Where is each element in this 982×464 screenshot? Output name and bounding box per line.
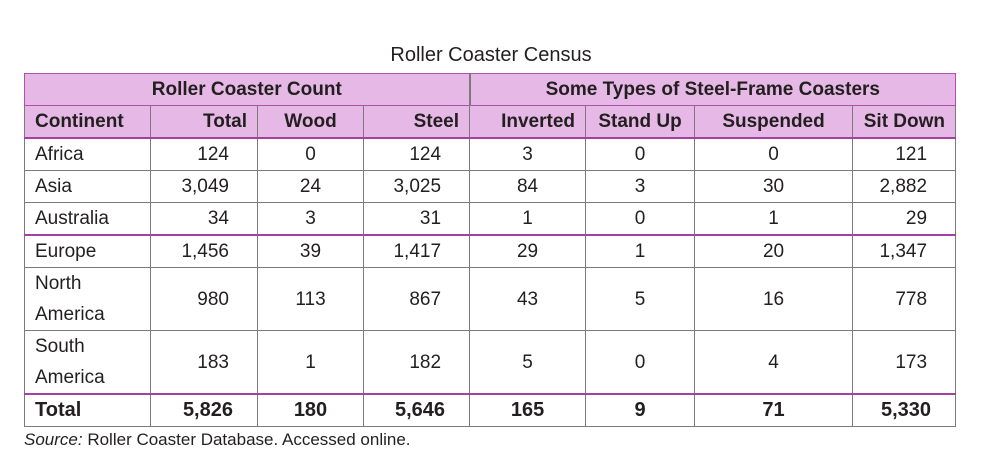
source-label: Source: — [24, 430, 83, 449]
table-cell: 16 — [694, 267, 854, 331]
group-header-row: Roller Coaster Count Some Types of Steel… — [23, 73, 957, 106]
group-header-steel-types: Some Types of Steel-Frame Coasters — [469, 73, 957, 106]
table-cell: 980 — [150, 267, 258, 331]
table-row: Europe 1,456 39 1,417 29 1 20 1,347 — [24, 234, 957, 268]
table-cell: 0 — [585, 137, 696, 171]
chart-title: Roller Coaster Census — [390, 44, 592, 66]
source-text: Roller Coaster Database. Accessed online… — [87, 430, 411, 449]
table-row: Asia 3,049 24 3,025 84 3 30 2,882 — [24, 170, 957, 203]
table-cell: 1 — [257, 330, 364, 395]
col-header-total: Total — [150, 105, 258, 139]
table-cell: Australia — [24, 202, 151, 236]
table-cell: South America — [24, 330, 151, 395]
table-cell: 20 — [694, 234, 854, 268]
total-cell: 5,826 — [150, 393, 258, 427]
col-header-suspended: Suspended — [694, 105, 854, 139]
table-cell: 31 — [362, 202, 471, 236]
table-cell: 1,417 — [362, 234, 471, 268]
table-cell: 183 — [150, 330, 258, 395]
table-cell: 39 — [257, 234, 364, 268]
table-cell: 3,025 — [362, 170, 471, 203]
table-row: North America 980 113 867 43 5 16 778 — [24, 267, 957, 331]
table-cell: 1 — [694, 202, 854, 236]
table-cell: 778 — [852, 267, 957, 331]
table-cell: 2,882 — [852, 170, 957, 203]
table-cell: Europe — [24, 234, 151, 268]
table-cell: 124 — [362, 137, 471, 171]
table-cell: 867 — [362, 267, 471, 331]
table-row: Africa 124 0 124 3 0 0 121 — [24, 137, 957, 171]
table-cell: 29 — [852, 202, 957, 236]
source-note: Source: Roller Coaster Database. Accesse… — [24, 430, 411, 450]
total-cell: Total — [24, 393, 151, 427]
table-cell: 0 — [585, 330, 696, 395]
census-table: Roller Coaster Count Some Types of Steel… — [23, 73, 957, 427]
table-cell: 30 — [694, 170, 854, 203]
table-cell: 0 — [257, 137, 364, 171]
table-cell: 1 — [469, 202, 587, 236]
table-cell: 84 — [469, 170, 587, 203]
total-cell: 5,330 — [852, 393, 957, 427]
table-row: Australia 34 3 31 1 0 1 29 — [24, 202, 957, 236]
col-header-stand-up: Stand Up — [585, 105, 696, 139]
table-cell: 124 — [150, 137, 258, 171]
total-cell: 180 — [257, 393, 364, 427]
total-cell: 71 — [694, 393, 854, 427]
col-header-sit-down: Sit Down — [852, 105, 957, 139]
table-cell: North America — [24, 267, 151, 331]
table-cell: 173 — [852, 330, 957, 395]
total-cell: 165 — [469, 393, 587, 427]
table-cell: 1 — [585, 234, 696, 268]
table-cell: 182 — [362, 330, 471, 395]
table-cell: 3 — [469, 137, 587, 171]
table-cell: 3,049 — [150, 170, 258, 203]
table-cell: 3 — [585, 170, 696, 203]
table-cell: 29 — [469, 234, 587, 268]
table-cell: 24 — [257, 170, 364, 203]
table-cell: 3 — [257, 202, 364, 236]
table-cell: 0 — [585, 202, 696, 236]
column-header-row: Continent Total Wood Steel Inverted Stan… — [24, 105, 957, 139]
col-header-wood: Wood — [257, 105, 364, 139]
table-cell: Asia — [24, 170, 151, 203]
table-row: South America 183 1 182 5 0 4 173 — [24, 330, 957, 395]
table-cell: 4 — [694, 330, 854, 395]
total-row: Total 5,826 180 5,646 165 9 71 5,330 — [24, 393, 957, 427]
table-cell: 34 — [150, 202, 258, 236]
table-cell: 1,347 — [852, 234, 957, 268]
table-cell: 5 — [585, 267, 696, 331]
col-header-inverted: Inverted — [469, 105, 587, 139]
col-header-continent: Continent — [24, 105, 151, 139]
table-cell: 5 — [469, 330, 587, 395]
table-cell: 113 — [257, 267, 364, 331]
col-header-steel: Steel — [362, 105, 471, 139]
group-header-count: Roller Coaster Count — [23, 73, 471, 106]
table-cell: 121 — [852, 137, 957, 171]
table-cell: 0 — [694, 137, 854, 171]
table-cell: 43 — [469, 267, 587, 331]
table-cell: Africa — [24, 137, 151, 171]
table-cell: 1,456 — [150, 234, 258, 268]
total-cell: 9 — [585, 393, 696, 427]
total-cell: 5,646 — [362, 393, 471, 427]
